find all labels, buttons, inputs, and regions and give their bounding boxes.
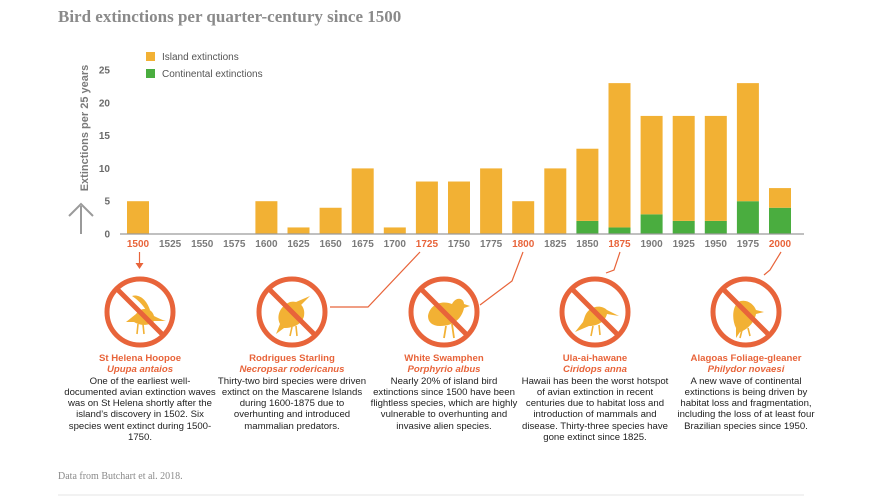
- x-tick-label: 1900: [640, 239, 663, 250]
- bar-island-2000: [769, 188, 791, 208]
- x-tick-label: 1950: [705, 239, 728, 250]
- connector-line-2: [479, 251, 524, 306]
- connector-line-3: [605, 251, 621, 274]
- foliage-gleaner-icon: [710, 276, 782, 348]
- bar-island-1950: [704, 115, 727, 221]
- x-tick-label: 1925: [673, 239, 696, 250]
- x-tick-label: 1550: [191, 239, 214, 250]
- x-tick-label: 1500: [127, 239, 150, 250]
- species-name: Rodrigues Starling: [249, 353, 335, 364]
- species-card: White Swamphen Porphyrio albus Nearly 20% …: [368, 353, 520, 432]
- x-tick-label: 1575: [223, 239, 246, 250]
- bar-continental-1850: [576, 220, 599, 234]
- bar-island-1625: [287, 227, 310, 234]
- hoopoe-icon: [104, 276, 176, 348]
- species-description: Nearly 20% of island bird extinctions si…: [370, 375, 518, 432]
- bar-island-1975: [736, 83, 759, 202]
- species-card: St Helena Hoopoe Upupa antaios One of the …: [64, 353, 216, 443]
- connector-arrowhead: [135, 263, 144, 269]
- bar-island-1825: [544, 168, 567, 234]
- legend-label-1: Continental extinctions: [162, 69, 263, 80]
- swamphen-icon: [408, 276, 480, 348]
- species-name: Alagoas Foliage-gleaner: [690, 353, 802, 364]
- bar-island-1925: [672, 115, 695, 221]
- bar-island-1875: [608, 83, 631, 228]
- bar-island-1800: [512, 201, 535, 234]
- honeycreeper-icon: [559, 276, 631, 348]
- bar-island-1775: [480, 168, 503, 234]
- x-tick-label: 1975: [737, 239, 760, 250]
- species-card: Rodrigues Starling Necropsar rodericanus T…: [216, 353, 368, 432]
- species-name: Ula-ai-hawane: [562, 353, 628, 364]
- species-description: Hawaii has been the worst hotspot of avi…: [521, 375, 669, 444]
- bar-continental-1900: [640, 214, 663, 234]
- species-card: Ula-ai-hawane Ciridops anna Hawaii has bee…: [519, 353, 671, 443]
- x-tick-label: 1525: [159, 239, 182, 250]
- bar-continental-2000: [769, 207, 791, 234]
- y-axis-arrow-icon: [68, 202, 94, 234]
- bar-continental-1975: [736, 201, 759, 234]
- x-tick-label: 1600: [255, 239, 278, 250]
- bar-island-1700: [383, 227, 406, 234]
- y-tick-label: 5: [104, 197, 110, 208]
- x-tick-label: 1625: [287, 239, 310, 250]
- x-tick-label: 1725: [416, 239, 439, 250]
- y-tick-label: 25: [99, 66, 111, 77]
- x-tick-label: 1825: [544, 239, 567, 250]
- species-scientific-name: Ciridops anna: [563, 364, 627, 376]
- y-tick-label: 15: [99, 131, 111, 142]
- starling-icon: [256, 276, 328, 348]
- species-scientific-name: Philydor novaesi: [707, 364, 785, 376]
- bar-continental-1950: [704, 220, 727, 234]
- x-tick-label: 1800: [512, 239, 535, 250]
- legend-swatch-1: [146, 69, 155, 78]
- species-description: Thirty-two bird species were driven exti…: [217, 375, 367, 432]
- bars: [127, 83, 791, 234]
- species-name: St Helena Hoopoe: [98, 353, 182, 364]
- bar-island-1900: [640, 115, 663, 215]
- legend: Island extinctions Continental extinction…: [146, 52, 263, 80]
- y-axis-ticks: 0 5 10 15 20 25: [99, 66, 111, 241]
- connector-line-4: [763, 251, 782, 276]
- species-scientific-name: Necropsar rodericanus: [239, 364, 345, 376]
- x-tick-label: 1775: [480, 239, 503, 250]
- bar-continental-1925: [672, 220, 695, 234]
- bar-island-1850: [576, 148, 599, 221]
- y-tick-label: 20: [99, 98, 111, 109]
- x-axis-ticks: 1500 1525 1550 1575 1600 1625 1650 1675 1700 1725…: [127, 239, 792, 250]
- x-tick-label: 1875: [608, 239, 631, 250]
- chart-title: Bird extinctions per quarter-century sin…: [58, 7, 401, 26]
- bar-island-1600: [255, 201, 278, 234]
- legend-swatch-0: [146, 52, 155, 61]
- bird-icons: [104, 276, 782, 348]
- x-tick-label: 1700: [384, 239, 407, 250]
- bar-island-1750: [448, 181, 470, 234]
- x-tick-label: 1675: [352, 239, 375, 250]
- y-tick-label: 10: [99, 164, 111, 175]
- bar-island-1725: [415, 181, 438, 234]
- bar-continental-1875: [608, 227, 631, 234]
- y-axis-label: Extinctions per 25 years: [79, 65, 91, 192]
- legend-label-0: Island extinctions: [162, 52, 239, 63]
- species-name: White Swamphen: [404, 353, 484, 364]
- species-description: One of the earliest well-documented avia…: [64, 375, 216, 444]
- x-tick-label: 2000: [769, 239, 792, 250]
- y-tick-label: 0: [104, 230, 110, 241]
- species-description: A new wave of continental extinctions is…: [677, 375, 815, 432]
- x-tick-label: 1650: [319, 239, 342, 250]
- connector-line-1: [330, 251, 421, 308]
- x-tick-label: 1850: [576, 239, 599, 250]
- source-note: Data from Butchart et al. 2018.: [58, 471, 183, 482]
- x-tick-label: 1750: [448, 239, 471, 250]
- connectors: [135, 251, 782, 308]
- species-card: Alagoas Foliage-gleaner Philydor novaesi A…: [670, 353, 822, 432]
- bar-island-1675: [351, 168, 374, 234]
- bar-island-1500: [127, 201, 149, 234]
- species-scientific-name: Upupa antaios: [106, 364, 174, 376]
- bar-island-1650: [319, 207, 342, 234]
- species-scientific-name: Porphyrio albus: [407, 364, 481, 376]
